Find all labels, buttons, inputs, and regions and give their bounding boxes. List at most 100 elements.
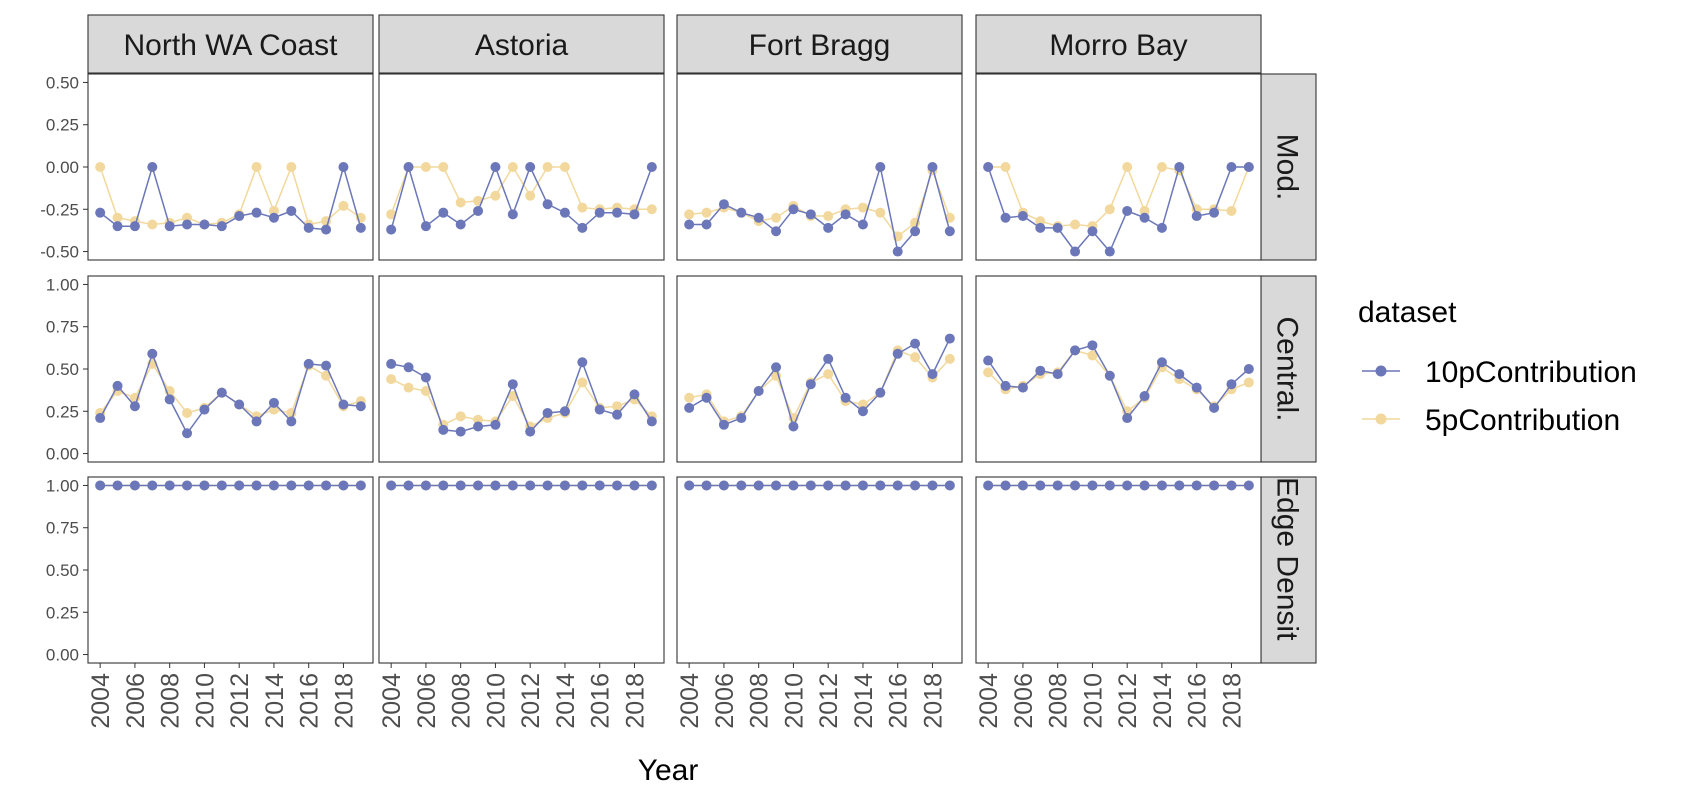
data-point: [771, 480, 782, 491]
data-point: [753, 385, 764, 396]
y-tick-label: 1.00: [46, 476, 79, 495]
data-point: [438, 424, 449, 435]
y-tick-label: 0.50: [46, 73, 79, 92]
data-point: [718, 419, 729, 430]
data-point: [338, 200, 349, 211]
data-point: [112, 212, 123, 223]
data-point: [927, 162, 938, 172]
data-point: [875, 162, 886, 172]
data-point: [771, 226, 782, 237]
x-tick-label: 2006: [413, 673, 441, 729]
panel-frame: [975, 476, 1262, 664]
data-point: [1087, 480, 1098, 491]
data-point: [823, 222, 834, 233]
column-strip-label: North WA Coast: [124, 29, 339, 62]
data-point: [164, 221, 175, 232]
data-point: [147, 348, 158, 359]
data-point: [1139, 212, 1150, 223]
data-point: [1156, 480, 1167, 491]
x-tick-label: 2006: [1010, 673, 1038, 729]
data-point: [507, 480, 518, 491]
data-point: [771, 212, 782, 223]
x-tick-label: 2018: [1218, 673, 1246, 729]
row-strip-label: Central.: [1271, 316, 1304, 421]
data-point: [268, 397, 279, 408]
data-point: [594, 207, 605, 218]
panel-mod-north-wa-coast: [87, 73, 374, 261]
data-point: [736, 207, 747, 218]
row-strip-edge-densit: Edge Densit: [1260, 476, 1317, 664]
panel-frame: [378, 476, 665, 664]
data-point: [303, 358, 314, 369]
data-point: [455, 426, 466, 437]
data-point: [910, 338, 921, 349]
data-point: [1174, 162, 1185, 172]
data-point: [559, 162, 570, 172]
data-point: [788, 421, 799, 432]
x-tick-label: 2014: [850, 673, 878, 729]
data-point: [1104, 246, 1115, 257]
data-point: [1000, 380, 1011, 391]
data-point: [164, 480, 175, 491]
data-point: [1122, 480, 1133, 491]
data-point: [646, 204, 657, 215]
panel-central-morro-bay: [975, 275, 1262, 463]
data-point: [629, 480, 640, 491]
data-point: [910, 352, 921, 363]
data-point: [490, 480, 501, 491]
data-point: [983, 367, 994, 378]
data-point: [577, 357, 588, 368]
panel-mod-astoria: [378, 73, 665, 261]
data-point: [684, 209, 695, 220]
data-point: [612, 207, 623, 218]
data-point: [420, 385, 431, 396]
x-tick-label: 2004: [975, 673, 1003, 729]
data-point: [321, 480, 332, 491]
data-point: [1156, 222, 1167, 233]
data-point: [944, 333, 955, 344]
row-strip-text-group: Edge Densit: [1271, 477, 1304, 641]
data-point: [875, 387, 886, 398]
series-line: [689, 164, 951, 254]
data-point: [594, 404, 605, 415]
x-tick-label: 2008: [157, 673, 185, 729]
data-point: [525, 162, 536, 172]
data-point: [1174, 480, 1185, 491]
legend-label-10p: 10pContribution: [1425, 356, 1637, 389]
x-tick-label: 2010: [780, 673, 808, 729]
data-point: [1000, 212, 1011, 223]
data-point: [736, 480, 747, 491]
strip-background: [975, 14, 1262, 74]
data-point: [1226, 480, 1237, 491]
data-point: [338, 399, 349, 410]
data-point: [1104, 480, 1115, 491]
x-tick-label: 2008: [1045, 673, 1073, 729]
strip-background: [676, 14, 963, 74]
series-10pcontribution: [386, 162, 657, 235]
data-point: [164, 394, 175, 405]
y-tick-label: 0.50: [46, 360, 79, 379]
legend-key-point-10p: [1375, 365, 1387, 377]
data-point: [823, 480, 834, 491]
series-line: [688, 338, 951, 429]
row-strip-text-group: Central.: [1271, 316, 1304, 421]
data-point: [303, 222, 314, 233]
data-point: [1191, 211, 1202, 222]
data-point: [577, 480, 588, 491]
data-point: [1226, 205, 1237, 216]
data-point: [910, 480, 921, 491]
data-point: [771, 362, 782, 373]
y-tick-label: 0.25: [46, 603, 79, 622]
data-point: [355, 401, 366, 412]
data-point: [386, 374, 397, 385]
data-point: [355, 480, 366, 491]
column-strip-north-wa-coast: North WA Coast: [87, 14, 374, 74]
data-point: [1052, 222, 1063, 233]
x-tick-label: 2014: [261, 673, 289, 729]
series-line: [987, 164, 1249, 253]
data-point: [1243, 364, 1254, 374]
y-tick-label: 0.00: [46, 646, 79, 665]
data-point: [1209, 480, 1220, 491]
data-point: [403, 162, 414, 172]
data-point: [420, 480, 431, 491]
